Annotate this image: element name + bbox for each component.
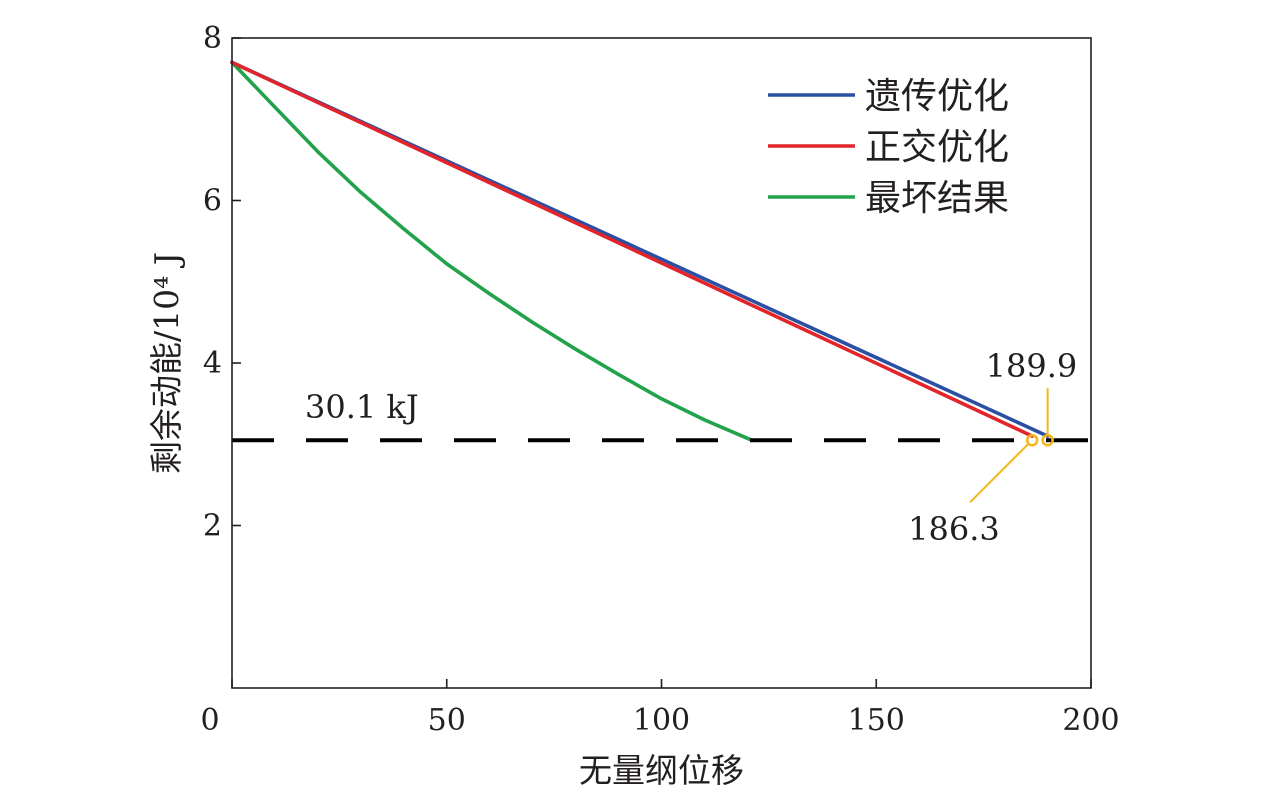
legend-label-1: 遗传优化 — [865, 76, 1009, 117]
legend-label-2: 正交优化 — [865, 127, 1009, 168]
annotation-label-186-3: 186.3 — [908, 510, 1000, 548]
annotations: 189.9 186.3 — [908, 347, 1077, 548]
reference-line-group: 30.1 kJ — [232, 388, 1091, 443]
x-tick-label: 100 — [633, 703, 690, 738]
y-tick-label: 2 — [203, 509, 222, 544]
plot-lines — [230, 60, 1050, 443]
y-axis-label: 剩余动能/10⁴ J — [147, 252, 186, 474]
leader-line-186-3 — [969, 443, 1029, 503]
annotation-label-189-9: 189.9 — [986, 347, 1078, 385]
x-tick-label: 200 — [1062, 703, 1119, 738]
x-axis-label: 无量纲位移 — [579, 751, 744, 790]
series-line-3 — [230, 60, 754, 443]
x-tick-label: 150 — [848, 703, 905, 738]
y-tick-label: 4 — [203, 346, 222, 381]
origin-tick-label: 0 — [200, 703, 219, 738]
y-tick-label: 6 — [203, 184, 222, 219]
series-line-2 — [230, 60, 1034, 438]
x-tick-label: 50 — [428, 703, 466, 738]
reference-line-label: 30.1 kJ — [305, 388, 419, 426]
axis-ticks: 05010015020024680 — [200, 21, 1119, 738]
legend-label-3: 最坏结果 — [865, 178, 1009, 219]
y-tick-label: 8 — [203, 21, 222, 56]
endpoint-marker-186-3 — [1025, 433, 1039, 447]
